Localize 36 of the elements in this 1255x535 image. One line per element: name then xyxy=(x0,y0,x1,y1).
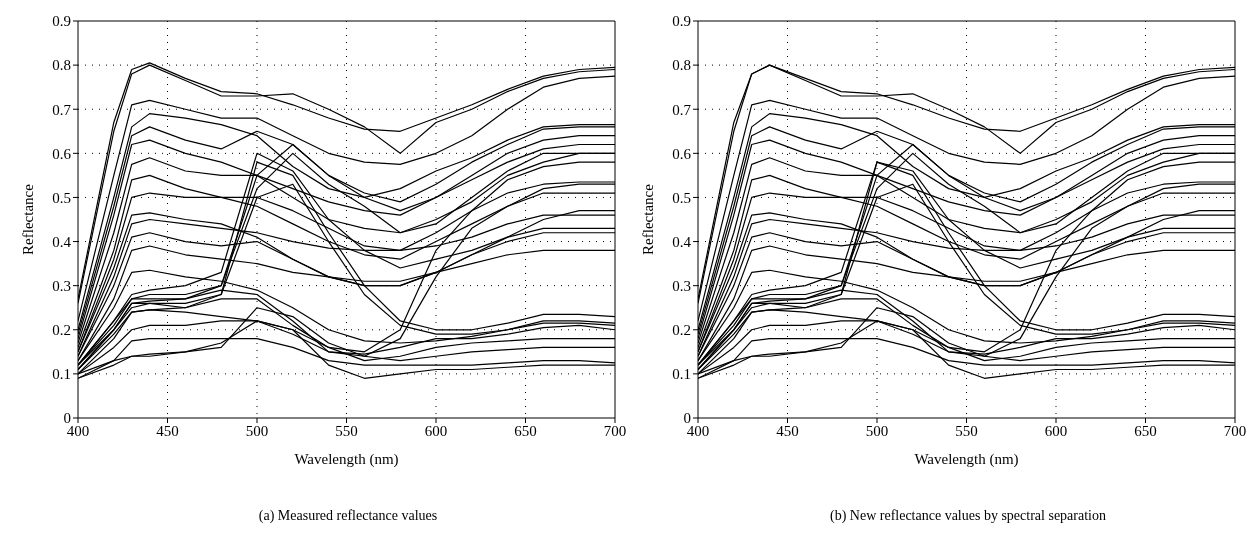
y-tick-label: 0.9 xyxy=(52,13,71,30)
y-tick-label: 0.1 xyxy=(672,366,691,383)
y-tick-label: 0.6 xyxy=(672,145,692,162)
y-axis-title: Reflectance xyxy=(20,183,37,255)
x-axis-title: Wavelength (nm) xyxy=(914,451,1019,468)
y-axis-title: Reflectance xyxy=(640,183,657,255)
text: (b) New reflectance values by spectral separation xyxy=(829,508,1107,524)
x-tick-label: 450 xyxy=(776,422,799,439)
x-tick-label: 700 xyxy=(603,422,627,439)
y-tick-label: 0.7 xyxy=(52,101,72,118)
y-tick-label: 0.6 xyxy=(52,145,72,162)
x-tick-label: 650 xyxy=(514,422,537,439)
y-tick-label: 0.4 xyxy=(52,233,72,250)
x-tick-label: 550 xyxy=(955,422,978,439)
y-tick-label: 0.5 xyxy=(672,189,691,206)
x-tick-label: 500 xyxy=(865,422,889,439)
x-tick-label: 700 xyxy=(1223,422,1247,439)
x-tick-label: 550 xyxy=(335,422,358,439)
text: (a) Measured reflectance values xyxy=(257,508,439,524)
y-tick-label: 0.8 xyxy=(52,57,71,74)
y-tick-label: 0.7 xyxy=(672,101,692,118)
y-tick-label: 0.9 xyxy=(672,13,691,30)
y-tick-label: 0.3 xyxy=(672,277,691,294)
y-tick-label: 0.2 xyxy=(672,322,691,339)
x-tick-label: 450 xyxy=(156,422,179,439)
x-tick-label: 500 xyxy=(245,422,269,439)
y-tick-label: 0.3 xyxy=(52,277,71,294)
x-tick-label: 650 xyxy=(1134,422,1157,439)
y-tick-label: 0.4 xyxy=(672,233,692,250)
y-tick-label: 0.2 xyxy=(52,322,71,339)
y-tick-label: 0.1 xyxy=(52,366,71,383)
x-tick-label: 600 xyxy=(1044,422,1068,439)
x-axis-title: Wavelength (nm) xyxy=(294,451,399,468)
y-tick-label: 0.5 xyxy=(52,189,71,206)
x-tick-label: 600 xyxy=(424,422,448,439)
y-tick-label: 0.8 xyxy=(672,57,691,74)
